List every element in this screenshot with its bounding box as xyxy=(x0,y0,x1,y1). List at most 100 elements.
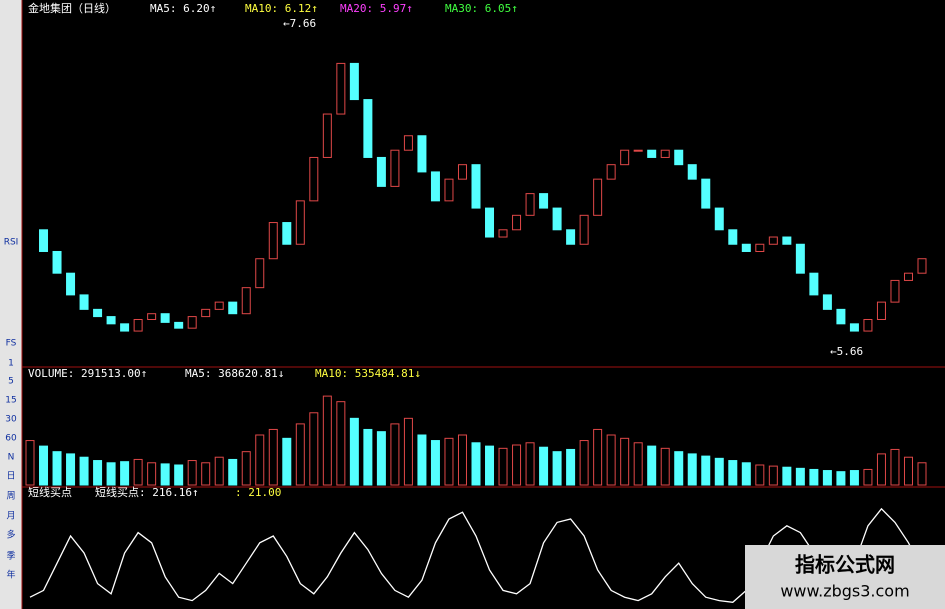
candle xyxy=(228,301,238,315)
volume-bar xyxy=(228,458,238,486)
candle xyxy=(633,149,643,152)
candle xyxy=(309,156,319,202)
volume-bar xyxy=(795,467,805,486)
candle xyxy=(295,200,305,245)
candle xyxy=(390,149,400,187)
candle xyxy=(593,178,603,216)
toolbar-button: 年 xyxy=(6,569,15,581)
volume-bar xyxy=(309,412,319,486)
volume-bar xyxy=(93,460,103,486)
toolbar-button: 60 xyxy=(5,434,17,444)
toolbar-button: 日 xyxy=(6,471,15,482)
volume-bar xyxy=(214,456,224,486)
volume-bar xyxy=(106,462,116,486)
volume-bar xyxy=(539,446,549,486)
volume-bar xyxy=(147,462,157,486)
volume-bar xyxy=(660,447,670,486)
candle xyxy=(512,214,522,231)
candle xyxy=(687,164,697,180)
volume-bar xyxy=(741,462,751,486)
candle xyxy=(336,62,346,115)
annotation: ←5.66 xyxy=(830,345,863,358)
candle xyxy=(147,313,157,320)
volume-bar xyxy=(485,445,495,486)
candle xyxy=(201,308,211,318)
candle xyxy=(39,229,49,252)
legend-entry: : 21.00 xyxy=(235,486,281,499)
volume-bar xyxy=(714,457,724,486)
volume-bar xyxy=(782,466,792,486)
volume-bar xyxy=(174,464,184,486)
candle xyxy=(187,316,197,329)
legend-entry: MA5: 368620.81↓ xyxy=(185,367,284,380)
candle xyxy=(741,243,751,252)
volume-bar xyxy=(890,448,900,486)
candle xyxy=(917,258,927,274)
legend-entry: MA30: 6.05↑ xyxy=(445,2,518,15)
candle xyxy=(606,164,616,180)
volume-bar xyxy=(512,444,522,486)
candle xyxy=(525,193,535,216)
candle xyxy=(876,301,886,320)
volume-bar xyxy=(498,447,508,486)
volume-bar xyxy=(160,463,170,486)
candle xyxy=(349,62,359,101)
toolbar-button: 30 xyxy=(5,415,17,425)
watermark-title: 指标公式网 xyxy=(795,553,895,577)
candle xyxy=(376,156,386,187)
volume-bar xyxy=(363,428,373,486)
volume-bar xyxy=(525,442,535,486)
legend-entry: MA20: 5.97↑ xyxy=(340,2,413,15)
candle xyxy=(836,308,846,325)
volume-bar xyxy=(836,471,846,486)
volume-bar xyxy=(457,434,467,486)
legend-entry: MA10: 535484.81↓ xyxy=(315,367,421,380)
candle xyxy=(728,229,738,245)
candle xyxy=(849,323,859,332)
candle xyxy=(566,229,576,245)
volume-bar xyxy=(674,451,684,486)
volume-bar xyxy=(444,437,454,486)
candle xyxy=(403,135,413,151)
volume-bar xyxy=(430,440,440,486)
volume-bar xyxy=(52,451,62,486)
toolbar-button: N xyxy=(8,453,15,463)
annotation: ←7.66 xyxy=(283,17,316,30)
candle xyxy=(647,149,657,158)
candle xyxy=(498,229,508,238)
volume-bar xyxy=(417,434,427,486)
volume-bar xyxy=(268,428,278,486)
candle xyxy=(701,178,711,209)
legend-entry: MA5: 6.20↑ xyxy=(150,2,216,15)
volume-bar xyxy=(633,442,643,486)
chart-title: 金地集团（日线） xyxy=(28,1,116,15)
volume-bar xyxy=(755,464,765,486)
candle xyxy=(79,294,89,310)
candle xyxy=(363,99,373,158)
volume-bar xyxy=(903,456,913,486)
volume-bar xyxy=(187,460,197,486)
candle xyxy=(106,316,116,325)
volume-bar xyxy=(593,428,603,486)
toolbar-button: 季 xyxy=(6,550,15,562)
toolbar-button: 月 xyxy=(6,511,15,522)
volume-bar xyxy=(701,455,711,486)
volume-bar xyxy=(728,460,738,486)
volume-bar xyxy=(390,423,400,486)
toolbar xyxy=(0,0,22,609)
candle xyxy=(485,207,495,238)
volume-bar xyxy=(809,468,819,486)
candle xyxy=(714,207,724,231)
volume-bar xyxy=(863,468,873,486)
candle xyxy=(890,279,900,303)
candle xyxy=(133,318,143,332)
volume-bar xyxy=(241,451,251,486)
volume-bar xyxy=(849,470,859,486)
volume-bar xyxy=(120,461,130,486)
candle xyxy=(457,164,467,180)
toolbar-button: 周 xyxy=(6,491,15,502)
candle xyxy=(160,313,170,323)
candle xyxy=(768,236,778,245)
candle xyxy=(579,214,589,245)
